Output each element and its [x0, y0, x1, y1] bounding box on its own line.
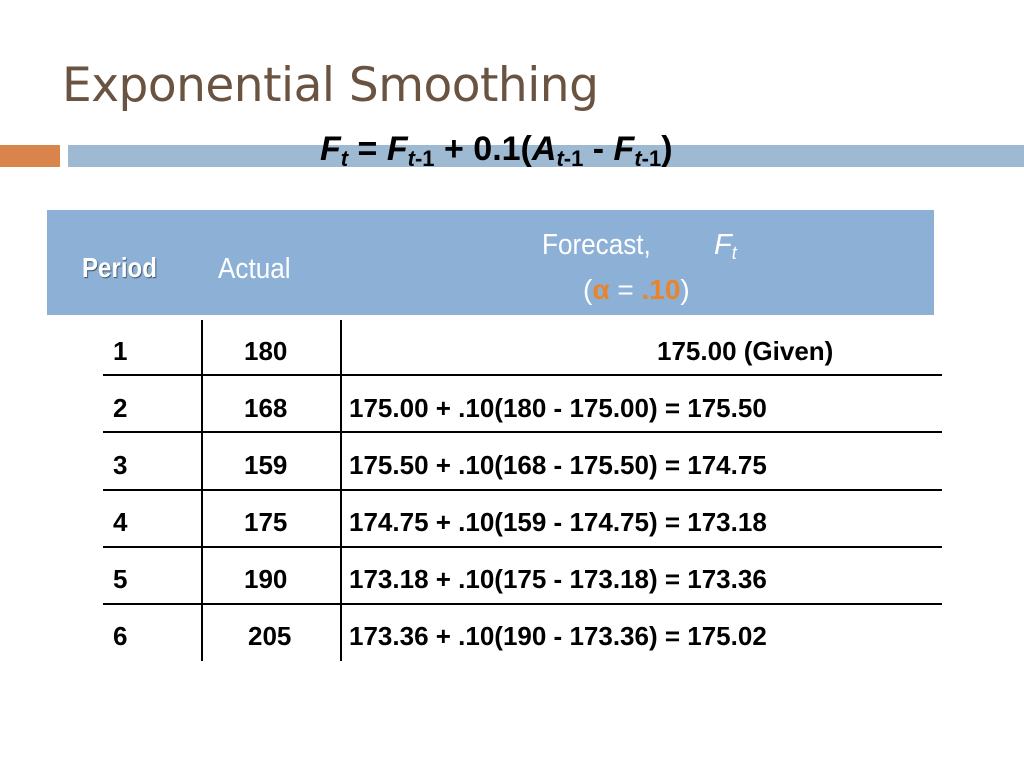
formula-f-prev-2: F: [613, 130, 635, 168]
accent-bar-orange: [0, 145, 60, 167]
cell-actual: 175: [244, 507, 288, 537]
formula-a: A: [531, 130, 557, 168]
header-ft-symbol: Ft: [714, 229, 737, 264]
accent-bar-blue: [68, 145, 1024, 167]
cell-period: 2: [113, 393, 128, 423]
row-divider: [103, 603, 942, 605]
cell-forecast: 175.00 (Given): [657, 336, 834, 366]
header-alpha-line: (α = .10): [583, 274, 690, 306]
cell-actual: 190: [244, 564, 288, 594]
row-divider: [103, 374, 942, 376]
cell-period: 5: [113, 564, 128, 594]
cell-actual: 168: [244, 393, 288, 423]
formula-sub-minus1: -1: [414, 146, 435, 171]
formula-plus: + 0.1(: [434, 130, 532, 168]
cell-period: 1: [113, 336, 128, 366]
formula-minus: -: [583, 130, 614, 168]
header-alpha-eq: =: [609, 274, 642, 305]
row-divider: [103, 546, 942, 548]
header-alpha-close: ): [680, 274, 690, 305]
header-actual: Actual: [218, 253, 291, 285]
formula-sub-t1: t: [407, 146, 415, 171]
smoothing-formula: Ft = Ft-1 + 0.1(At-1 - Ft-1): [320, 132, 673, 170]
cell-actual: 180: [244, 336, 288, 366]
cell-forecast: 175.50 + .10(168 - 175.50) = 174.75: [349, 450, 767, 480]
formula-f: F: [320, 130, 341, 168]
formula-sub-t1-f: t: [634, 146, 642, 171]
cell-actual: 159: [244, 450, 288, 480]
formula-sub-t: t: [340, 146, 349, 171]
cell-period: 3: [113, 450, 128, 480]
formula-sub-minus1-a: -1: [563, 146, 584, 171]
formula-f-prev: F: [386, 130, 408, 168]
header-alpha-value: .10: [641, 274, 681, 305]
header-ft-sub: t: [731, 243, 737, 263]
table-header-band: [47, 210, 934, 315]
cell-period: 6: [113, 621, 128, 651]
formula-sub-minus1-f: -1: [641, 146, 662, 171]
formula-close: ): [661, 130, 673, 168]
cell-forecast: 173.18 + .10(175 - 173.18) = 173.36: [349, 564, 767, 594]
cell-actual: 205: [248, 621, 292, 651]
header-period: Period: [82, 252, 157, 283]
row-divider: [103, 489, 942, 491]
header-forecast: Forecast,: [542, 229, 651, 261]
cell-forecast: 174.75 + .10(159 - 174.75) = 173.18: [349, 507, 767, 537]
cell-period: 4: [113, 507, 128, 537]
header-alpha-symbol: α: [592, 274, 610, 305]
cell-forecast: 173.36 + .10(190 - 173.36) = 175.02: [349, 621, 767, 651]
formula-sub-t1-a: t: [556, 146, 564, 171]
cell-forecast: 175.00 + .10(180 - 175.00) = 175.50: [349, 393, 767, 423]
row-divider: [103, 431, 942, 433]
formula-equals: =: [348, 130, 387, 168]
header-alpha-open: (: [583, 274, 593, 305]
header-ft-letter: F: [714, 229, 732, 261]
slide-title: Exponential Smoothing: [62, 58, 599, 113]
